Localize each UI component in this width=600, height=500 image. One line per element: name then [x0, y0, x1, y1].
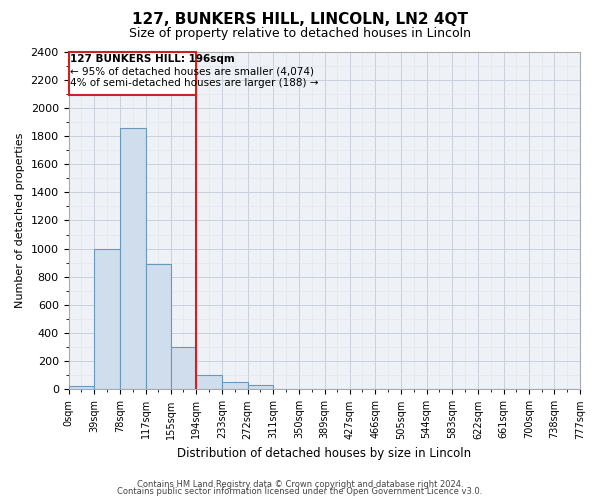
X-axis label: Distribution of detached houses by size in Lincoln: Distribution of detached houses by size …: [177, 447, 472, 460]
Bar: [222, 382, 248, 390]
Y-axis label: Number of detached properties: Number of detached properties: [15, 133, 25, 308]
Bar: [146, 264, 171, 390]
Bar: [170, 347, 196, 390]
Text: Size of property relative to detached houses in Lincoln: Size of property relative to detached ho…: [129, 28, 471, 40]
Text: ← 95% of detached houses are smaller (4,074): ← 95% of detached houses are smaller (4,…: [70, 66, 314, 76]
Bar: [196, 376, 222, 390]
Bar: [248, 385, 273, 390]
FancyBboxPatch shape: [68, 52, 196, 95]
Text: Contains public sector information licensed under the Open Government Licence v3: Contains public sector information licen…: [118, 487, 482, 496]
Text: 127, BUNKERS HILL, LINCOLN, LN2 4QT: 127, BUNKERS HILL, LINCOLN, LN2 4QT: [132, 12, 468, 28]
Text: Contains HM Land Registry data © Crown copyright and database right 2024.: Contains HM Land Registry data © Crown c…: [137, 480, 463, 489]
Bar: [94, 248, 120, 390]
Bar: [120, 128, 146, 390]
Text: 127 BUNKERS HILL: 196sqm: 127 BUNKERS HILL: 196sqm: [70, 54, 235, 64]
Bar: [68, 386, 94, 390]
Text: 4% of semi-detached houses are larger (188) →: 4% of semi-detached houses are larger (1…: [70, 78, 319, 88]
